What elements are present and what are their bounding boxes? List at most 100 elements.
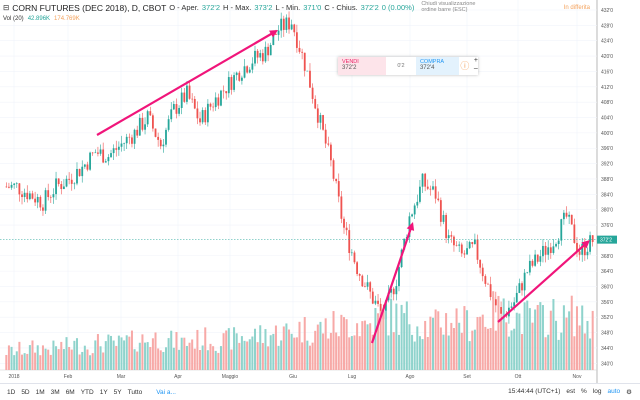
volume-bar	[199, 350, 202, 370]
volume-bar	[117, 335, 120, 370]
volume-bar	[83, 345, 86, 370]
volume-bar	[502, 298, 505, 370]
volume-bar	[96, 334, 99, 370]
candle-body	[133, 129, 136, 144]
plus-icon[interactable]: +	[473, 57, 478, 64]
candle-body	[513, 302, 516, 307]
candle-body	[379, 303, 382, 312]
volume-ma-value: 174.769K	[54, 16, 80, 22]
symbol-title[interactable]: CORN FUTURES (DEC 2018), D, CBOT	[12, 3, 167, 13]
candle-body	[199, 118, 201, 123]
volume-bar	[164, 347, 168, 370]
close-value: 372'2	[360, 3, 379, 12]
x-tick-label: Ago	[406, 374, 415, 380]
range-1m[interactable]: 1M	[35, 388, 45, 396]
range-tutto[interactable]: Tutto	[127, 388, 143, 396]
range-ytd[interactable]: YTD	[80, 388, 94, 396]
volume-bar	[235, 333, 238, 370]
volume-bar	[403, 313, 406, 370]
clock[interactable]: 15:44:44 (UTC+1)	[508, 388, 561, 395]
volume-bar	[125, 335, 128, 370]
candle-body	[225, 91, 228, 94]
range-1y[interactable]: 1Y	[99, 388, 108, 396]
candle-body	[141, 117, 144, 130]
volume-bar	[49, 354, 52, 370]
candle-body	[583, 243, 586, 256]
candle-body	[487, 283, 489, 285]
volume-bar	[397, 334, 400, 370]
range-6m[interactable]: 6M	[65, 388, 75, 396]
candle-body	[466, 248, 468, 255]
candle-body	[83, 164, 86, 167]
candle-body	[578, 251, 581, 255]
volume-bar	[31, 340, 34, 370]
y-tick-label: 412'0	[601, 85, 613, 91]
volume-bar	[327, 338, 330, 370]
buy-button[interactable]: COMPRA 372'4	[415, 57, 459, 75]
candle-body	[280, 18, 283, 31]
volume-bar	[120, 337, 123, 370]
candle-body	[398, 267, 400, 287]
minus-icon[interactable]: –	[473, 65, 478, 72]
candle-body	[536, 254, 539, 262]
candle-body	[468, 242, 471, 249]
candle-body	[549, 247, 552, 253]
candle-body	[421, 173, 424, 187]
goto-date-button[interactable]: Vai a...	[156, 388, 176, 396]
candle-body	[534, 254, 537, 266]
y-tick-label: 364'0	[601, 269, 613, 275]
volume-bar	[68, 346, 71, 370]
delayed-badge[interactable]: In differita	[563, 5, 590, 11]
range-5d[interactable]: 5D	[21, 388, 30, 396]
candle-body	[47, 190, 50, 198]
volume-bar	[115, 345, 118, 370]
candle-body	[243, 66, 246, 78]
x-tick-label: Set	[463, 374, 471, 380]
extended-toggle[interactable]: est	[566, 388, 576, 395]
range-1d[interactable]: 1D	[7, 388, 16, 396]
candle-body	[523, 272, 526, 291]
open-value: 372'2	[201, 3, 220, 12]
volume-bar	[274, 325, 277, 370]
candle-body	[573, 224, 576, 243]
volume-bar	[91, 353, 94, 370]
candle-body	[290, 24, 293, 30]
volume-bar	[324, 318, 327, 370]
log-toggle[interactable]: log	[592, 388, 602, 395]
candle-body	[303, 52, 306, 71]
y-tick-label: 404'0	[601, 116, 613, 122]
candle-body	[15, 183, 18, 184]
candle-body	[481, 267, 484, 277]
volume-bar	[280, 340, 283, 370]
price-chart[interactable]: 432'0 428'0 424'0 420'0 416'0 412'0 408'0 404'0…	[0, 0, 640, 383]
candle-body	[447, 235, 450, 239]
y-tick-label: 360'0	[601, 284, 613, 290]
candle-body	[345, 227, 348, 231]
volume-bar	[39, 355, 42, 370]
candle-body	[586, 251, 589, 256]
volume-label[interactable]: Vol (20)	[3, 16, 24, 22]
volume-bar	[523, 302, 526, 370]
candle-body	[439, 200, 442, 222]
candle-body	[581, 243, 584, 255]
auto-toggle[interactable]: auto	[607, 388, 621, 395]
info-icon[interactable]: ⓘ	[460, 61, 470, 71]
volume-bar	[243, 340, 246, 370]
candle-body	[104, 161, 107, 163]
volume-bar	[591, 310, 594, 370]
sell-button[interactable]: VENDI 372'2	[338, 57, 386, 75]
candle-body	[10, 184, 13, 188]
gear-icon[interactable]: ⚙	[626, 389, 632, 396]
volume-bar	[418, 336, 421, 370]
volume-bar	[424, 320, 427, 370]
collapse-icon[interactable]: ⊟	[3, 3, 10, 12]
volume-bar	[44, 348, 47, 370]
volume-bar	[290, 333, 293, 370]
volume-bar	[526, 300, 529, 370]
candle-body	[330, 144, 332, 161]
range-5y[interactable]: 5Y	[113, 388, 122, 396]
candle-body	[340, 196, 343, 219]
percent-toggle[interactable]: %	[581, 388, 587, 395]
range-3m[interactable]: 3M	[50, 388, 60, 396]
candle-body	[70, 179, 73, 184]
